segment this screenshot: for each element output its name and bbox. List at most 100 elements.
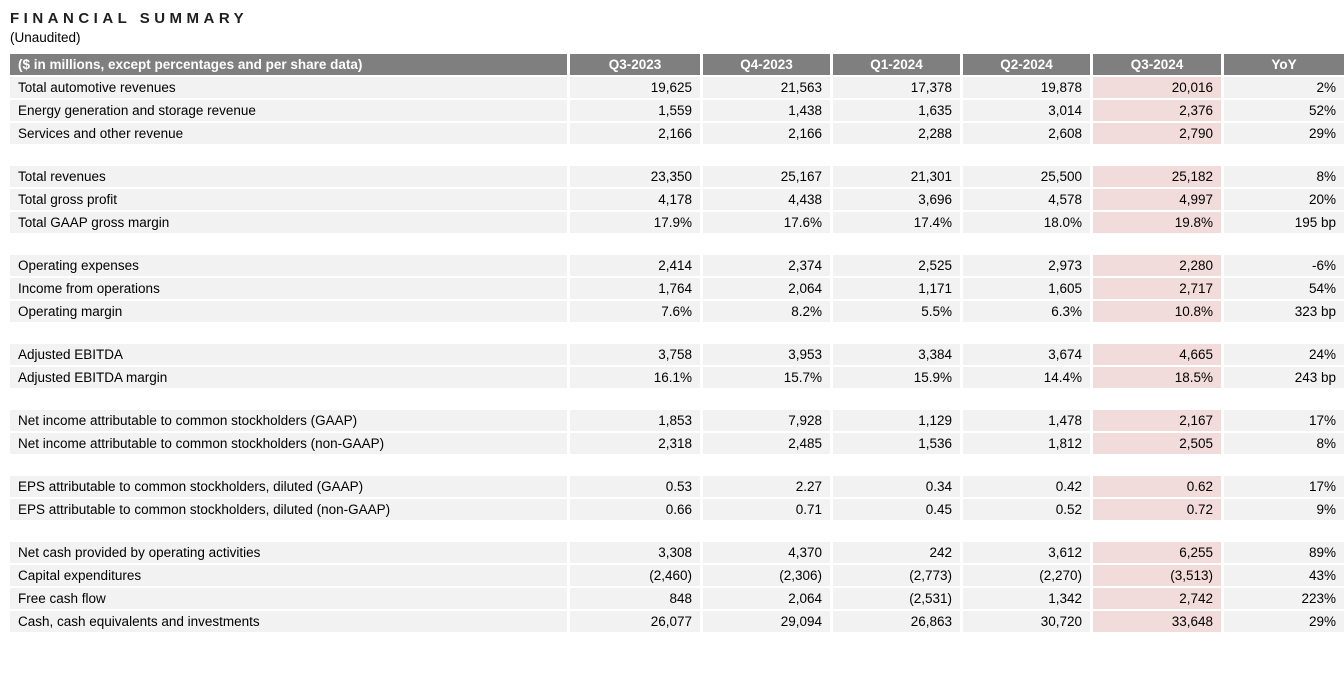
- value-cell: 1,559: [570, 100, 700, 121]
- value-cell: (2,270): [963, 565, 1090, 586]
- spacer-row: [10, 235, 1344, 253]
- yoy-value-cell: 20%: [1224, 189, 1344, 210]
- row-label: Total gross profit: [10, 189, 567, 210]
- value-cell: 1,171: [833, 278, 960, 299]
- value-cell: 1,342: [963, 588, 1090, 609]
- value-cell: 4,438: [703, 189, 830, 210]
- column-header-yoy: YoY: [1224, 54, 1344, 75]
- value-cell: 18.5%: [1093, 367, 1221, 388]
- financial-summary-page: FINANCIAL SUMMARY (Unaudited) ($ in mill…: [10, 10, 1344, 632]
- table-row: Cash, cash equivalents and investments 26…: [10, 611, 1344, 632]
- value-cell: 2,790: [1093, 123, 1221, 144]
- value-cell: 2,485: [703, 433, 830, 454]
- value-cell: (2,531): [833, 588, 960, 609]
- value-cell: 2,742: [1093, 588, 1221, 609]
- yoy-value-cell: 29%: [1224, 611, 1344, 632]
- value-cell: 3,308: [570, 542, 700, 563]
- table-row: Operating expenses 2,414 2,374 2,525 2,973 2,…: [10, 255, 1344, 276]
- value-cell: 20,016: [1093, 77, 1221, 98]
- value-cell: 19,878: [963, 77, 1090, 98]
- yoy-value-cell: 29%: [1224, 123, 1344, 144]
- value-cell: 10.8%: [1093, 301, 1221, 322]
- row-label: Energy generation and storage revenue: [10, 100, 567, 121]
- yoy-value-cell: 2%: [1224, 77, 1344, 98]
- value-cell: 17,378: [833, 77, 960, 98]
- value-cell: 18.0%: [963, 212, 1090, 233]
- table-row: EPS attributable to common stockholders,…: [10, 499, 1344, 520]
- row-label: Net income attributable to common stockh…: [10, 410, 567, 431]
- column-header-q4-2023: Q4-2023: [703, 54, 830, 75]
- value-cell: 2.27: [703, 476, 830, 497]
- table-row: Capital expenditures (2,460) (2,306) (2,773…: [10, 565, 1344, 586]
- spacer-cell: [10, 235, 1344, 253]
- value-cell: 5.5%: [833, 301, 960, 322]
- value-cell: 0.72: [1093, 499, 1221, 520]
- spacer-row: [10, 456, 1344, 474]
- row-label: Total automotive revenues: [10, 77, 567, 98]
- value-cell: 2,064: [703, 278, 830, 299]
- value-cell: 1,536: [833, 433, 960, 454]
- row-label: Cash, cash equivalents and investments: [10, 611, 567, 632]
- yoy-value-cell: 54%: [1224, 278, 1344, 299]
- value-cell: 29,094: [703, 611, 830, 632]
- value-cell: 2,376: [1093, 100, 1221, 121]
- value-cell: 3,014: [963, 100, 1090, 121]
- value-cell: 6.3%: [963, 301, 1090, 322]
- table-header: ($ in millions, except percentages and p…: [10, 54, 1344, 75]
- table-row: Net income attributable to common stockh…: [10, 410, 1344, 431]
- value-cell: 14.4%: [963, 367, 1090, 388]
- table-row: Total GAAP gross margin 17.9% 17.6% 17.4% 18…: [10, 212, 1344, 233]
- yoy-value-cell: 8%: [1224, 433, 1344, 454]
- value-cell: 2,318: [570, 433, 700, 454]
- value-cell: 1,812: [963, 433, 1090, 454]
- row-label: Operating expenses: [10, 255, 567, 276]
- row-label: Net cash provided by operating activitie…: [10, 542, 567, 563]
- yoy-value-cell: 89%: [1224, 542, 1344, 563]
- value-cell: 2,505: [1093, 433, 1221, 454]
- spacer-row: [10, 324, 1344, 342]
- row-label: EPS attributable to common stockholders,…: [10, 499, 567, 520]
- table-body: Total automotive revenues 19,625 21,563 17,…: [10, 77, 1344, 632]
- value-cell: 1,764: [570, 278, 700, 299]
- value-cell: 2,608: [963, 123, 1090, 144]
- yoy-value-cell: 17%: [1224, 476, 1344, 497]
- value-cell: 3,953: [703, 344, 830, 365]
- value-cell: (2,773): [833, 565, 960, 586]
- row-label: Adjusted EBITDA margin: [10, 367, 567, 388]
- table-row: Total automotive revenues 19,625 21,563 17,…: [10, 77, 1344, 98]
- value-cell: 1,478: [963, 410, 1090, 431]
- value-cell: 4,178: [570, 189, 700, 210]
- value-cell: 25,167: [703, 166, 830, 187]
- spacer-cell: [10, 522, 1344, 540]
- table-row: Net cash provided by operating activitie…: [10, 542, 1344, 563]
- row-label: Income from operations: [10, 278, 567, 299]
- yoy-value-cell: 323 bp: [1224, 301, 1344, 322]
- value-cell: 23,350: [570, 166, 700, 187]
- spacer-cell: [10, 390, 1344, 408]
- value-cell: 19.8%: [1093, 212, 1221, 233]
- value-cell: 2,374: [703, 255, 830, 276]
- row-label: Total revenues: [10, 166, 567, 187]
- value-cell: 26,077: [570, 611, 700, 632]
- value-cell: 0.42: [963, 476, 1090, 497]
- yoy-value-cell: 8%: [1224, 166, 1344, 187]
- value-cell: (2,460): [570, 565, 700, 586]
- spacer-cell: [10, 146, 1344, 164]
- value-cell: 2,525: [833, 255, 960, 276]
- value-cell: 0.66: [570, 499, 700, 520]
- units-header: ($ in millions, except percentages and p…: [10, 54, 567, 75]
- value-cell: 4,370: [703, 542, 830, 563]
- table-row: Services and other revenue 2,166 2,166 2,28…: [10, 123, 1344, 144]
- yoy-value-cell: 195 bp: [1224, 212, 1344, 233]
- value-cell: 17.9%: [570, 212, 700, 233]
- value-cell: 3,612: [963, 542, 1090, 563]
- table-row: Adjusted EBITDA margin 16.1% 15.7% 15.9% 14.…: [10, 367, 1344, 388]
- table-row: Energy generation and storage revenue 1,5…: [10, 100, 1344, 121]
- value-cell: 2,973: [963, 255, 1090, 276]
- yoy-value-cell: 43%: [1224, 565, 1344, 586]
- page-title: FINANCIAL SUMMARY: [10, 10, 249, 27]
- value-cell: 4,665: [1093, 344, 1221, 365]
- row-label: Capital expenditures: [10, 565, 567, 586]
- table-row: Operating margin 7.6% 8.2% 5.5% 6.3% 10.8% 323…: [10, 301, 1344, 322]
- value-cell: 15.9%: [833, 367, 960, 388]
